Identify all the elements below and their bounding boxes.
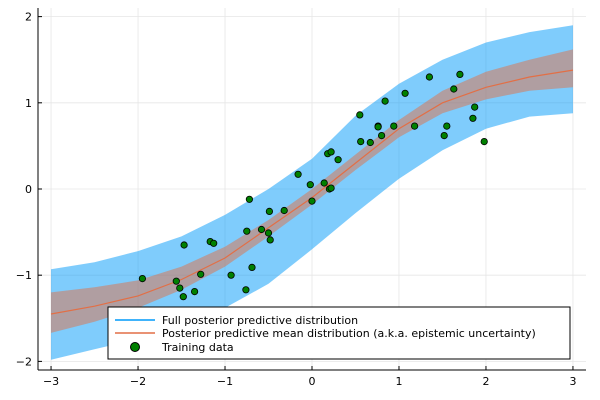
x-ticks: −3 −2 −1 0 1 2 3 (43, 366, 576, 388)
training-data-point (180, 241, 188, 249)
training-data-point (280, 206, 288, 215)
training-data-point (242, 286, 250, 294)
training-data-point (381, 97, 389, 105)
x-tick-label: 0 (309, 375, 316, 388)
training-data-point (377, 132, 386, 140)
y-tick-label: 0 (25, 183, 32, 196)
training-data-point (264, 229, 273, 237)
training-data-point (357, 138, 365, 146)
training-data-point (227, 271, 235, 279)
y-ticks: −2 −1 0 1 2 (16, 11, 42, 368)
legend-label-full-posterior: Full posterior predictive distribution (162, 314, 358, 327)
training-data-point (401, 89, 409, 97)
training-data-point (320, 179, 328, 187)
x-tick-label: −2 (130, 375, 146, 388)
training-data-point (243, 227, 251, 235)
x-tick-label: 3 (569, 375, 576, 388)
training-data-point (469, 114, 477, 122)
y-tick-label: 1 (25, 97, 32, 110)
training-data-point (138, 274, 146, 283)
training-data-point (257, 225, 266, 234)
training-data-point (172, 277, 180, 285)
training-data-point (294, 170, 302, 178)
training-data-point (179, 293, 187, 301)
training-data-point (266, 236, 274, 244)
training-data-point (456, 70, 464, 79)
legend-swatch-training-data (130, 342, 140, 352)
training-data-point (450, 85, 458, 93)
x-tick-label: 2 (482, 375, 489, 388)
x-tick-label: 1 (395, 375, 402, 388)
training-data-point (366, 138, 374, 147)
training-data-point (245, 195, 253, 203)
training-data-point (210, 239, 218, 247)
y-tick-label: 2 (25, 11, 32, 24)
legend-box (107, 306, 571, 360)
training-data-point (265, 207, 273, 215)
legend-label-mean-distribution: Posterior predictive mean distribution (… (162, 327, 536, 340)
training-data-point (308, 197, 316, 205)
training-data-point (443, 122, 451, 130)
training-data-point (390, 122, 398, 130)
training-data-point (176, 284, 184, 292)
y-tick-label: −1 (16, 269, 32, 282)
legend: Full posterior predictive distribution P… (107, 306, 571, 360)
y-tick-label: −2 (16, 355, 32, 368)
training-data-point (374, 123, 382, 131)
training-data-point (306, 181, 314, 189)
training-data-point (356, 111, 364, 119)
training-data-point (327, 148, 335, 156)
training-data-point (471, 103, 479, 111)
training-data-point (248, 263, 256, 271)
training-data-point (440, 132, 448, 140)
training-data-point (191, 287, 199, 296)
x-tick-label: −3 (43, 375, 59, 388)
plot-area (50, 25, 574, 360)
training-data-point (410, 122, 419, 130)
training-data-point (334, 156, 342, 164)
training-data-point (480, 138, 488, 146)
training-data-point (425, 73, 433, 81)
training-data-point (327, 184, 335, 192)
x-tick-label: −1 (217, 375, 233, 388)
training-data-point (197, 270, 205, 278)
legend-label-training-data: Training data (161, 341, 234, 354)
epistemic-uncertainty-band (51, 49, 573, 333)
